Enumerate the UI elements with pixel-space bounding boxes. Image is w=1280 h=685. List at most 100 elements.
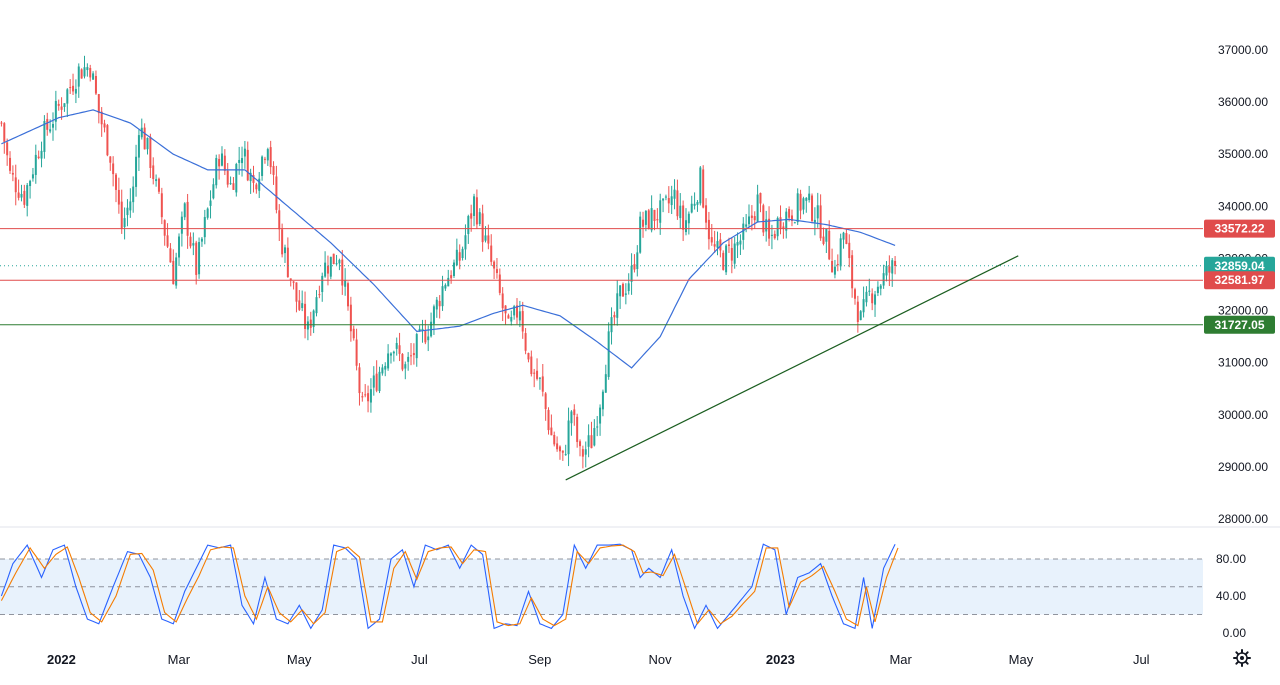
candle	[619, 285, 622, 309]
candle	[461, 246, 464, 261]
candle	[0, 121, 3, 127]
candle	[309, 311, 312, 336]
candle	[115, 172, 118, 203]
candle	[802, 196, 805, 215]
candle	[690, 195, 693, 214]
candle	[26, 183, 29, 217]
current-price-badge[interactable]: 32859.04	[1204, 256, 1275, 275]
candle	[616, 280, 619, 326]
candle	[450, 270, 453, 284]
candle	[89, 64, 92, 82]
candle	[874, 290, 877, 317]
candle	[447, 269, 450, 287]
candle	[103, 119, 106, 133]
candle	[40, 141, 43, 168]
candle	[501, 287, 504, 322]
candle	[20, 184, 23, 202]
candle	[455, 238, 458, 267]
support-badge[interactable]: 31727.05	[1204, 315, 1275, 334]
candle	[865, 286, 868, 307]
candle	[23, 184, 26, 208]
moving-average-layer	[1, 109, 896, 369]
trendline[interactable]	[565, 255, 1019, 481]
candle	[143, 123, 146, 150]
price-tick-label: 28000.00	[1218, 512, 1268, 526]
candle	[389, 352, 392, 364]
candle	[876, 281, 879, 297]
svg-text:33572.22: 33572.22	[1214, 222, 1264, 236]
time-tick-label: 2023	[766, 652, 795, 667]
candle	[34, 144, 37, 184]
candle	[249, 168, 252, 194]
candle	[324, 251, 327, 278]
candle	[736, 232, 739, 259]
gear-icon[interactable]	[1233, 649, 1251, 667]
time-tick-label: Mar	[168, 652, 191, 667]
candle	[544, 392, 547, 421]
candle	[146, 137, 149, 155]
candle	[381, 364, 384, 376]
candle	[458, 244, 461, 270]
candle	[498, 268, 501, 296]
candle	[507, 313, 510, 319]
candle	[157, 177, 160, 194]
candle	[710, 224, 713, 246]
candle	[192, 232, 195, 256]
candle	[109, 156, 112, 171]
candle	[627, 273, 630, 295]
candle	[642, 211, 645, 238]
resistance-2-badge[interactable]: 33572.22	[1204, 219, 1275, 238]
candle	[636, 245, 639, 277]
candle	[312, 309, 315, 334]
candle	[361, 391, 364, 402]
candle	[490, 234, 493, 266]
candle	[163, 219, 166, 246]
candle	[123, 207, 126, 240]
time-tick-label: May	[1009, 652, 1034, 667]
candle	[441, 275, 444, 311]
candle	[495, 257, 498, 279]
candle	[782, 222, 785, 239]
candle	[553, 431, 556, 447]
candle	[613, 311, 616, 326]
candle	[856, 295, 859, 333]
candle	[742, 217, 745, 250]
resistance-1-badge[interactable]: 32581.97	[1204, 271, 1275, 290]
candle	[3, 122, 6, 154]
candle	[530, 350, 533, 377]
time-tick-label: Sep	[528, 652, 551, 667]
stochastic-tick-label: 80.00	[1216, 552, 1246, 566]
candle	[152, 157, 155, 185]
candle	[859, 310, 862, 321]
candle	[493, 260, 496, 280]
candle	[263, 156, 266, 164]
candle	[226, 163, 229, 188]
candle	[621, 282, 624, 297]
candle	[83, 55, 86, 79]
candle	[129, 188, 132, 218]
candle	[77, 63, 80, 98]
candle	[790, 209, 793, 227]
candle	[272, 161, 275, 185]
price-tick-label: 36000.00	[1218, 95, 1268, 109]
candle	[120, 189, 123, 234]
candle	[215, 154, 218, 189]
candle	[212, 178, 215, 200]
candle	[868, 278, 871, 296]
candle	[639, 211, 642, 254]
candle	[816, 192, 819, 228]
candle	[464, 224, 467, 260]
candle	[283, 244, 286, 263]
candle	[63, 103, 66, 112]
stochastic-tick-label: 0.00	[1223, 626, 1247, 640]
candle	[679, 193, 682, 229]
candle	[298, 290, 301, 312]
candle	[727, 237, 730, 253]
candle	[879, 284, 882, 296]
candle	[349, 296, 352, 342]
svg-text:31727.05: 31727.05	[1214, 318, 1264, 332]
candle	[69, 79, 72, 95]
candle	[407, 352, 410, 371]
